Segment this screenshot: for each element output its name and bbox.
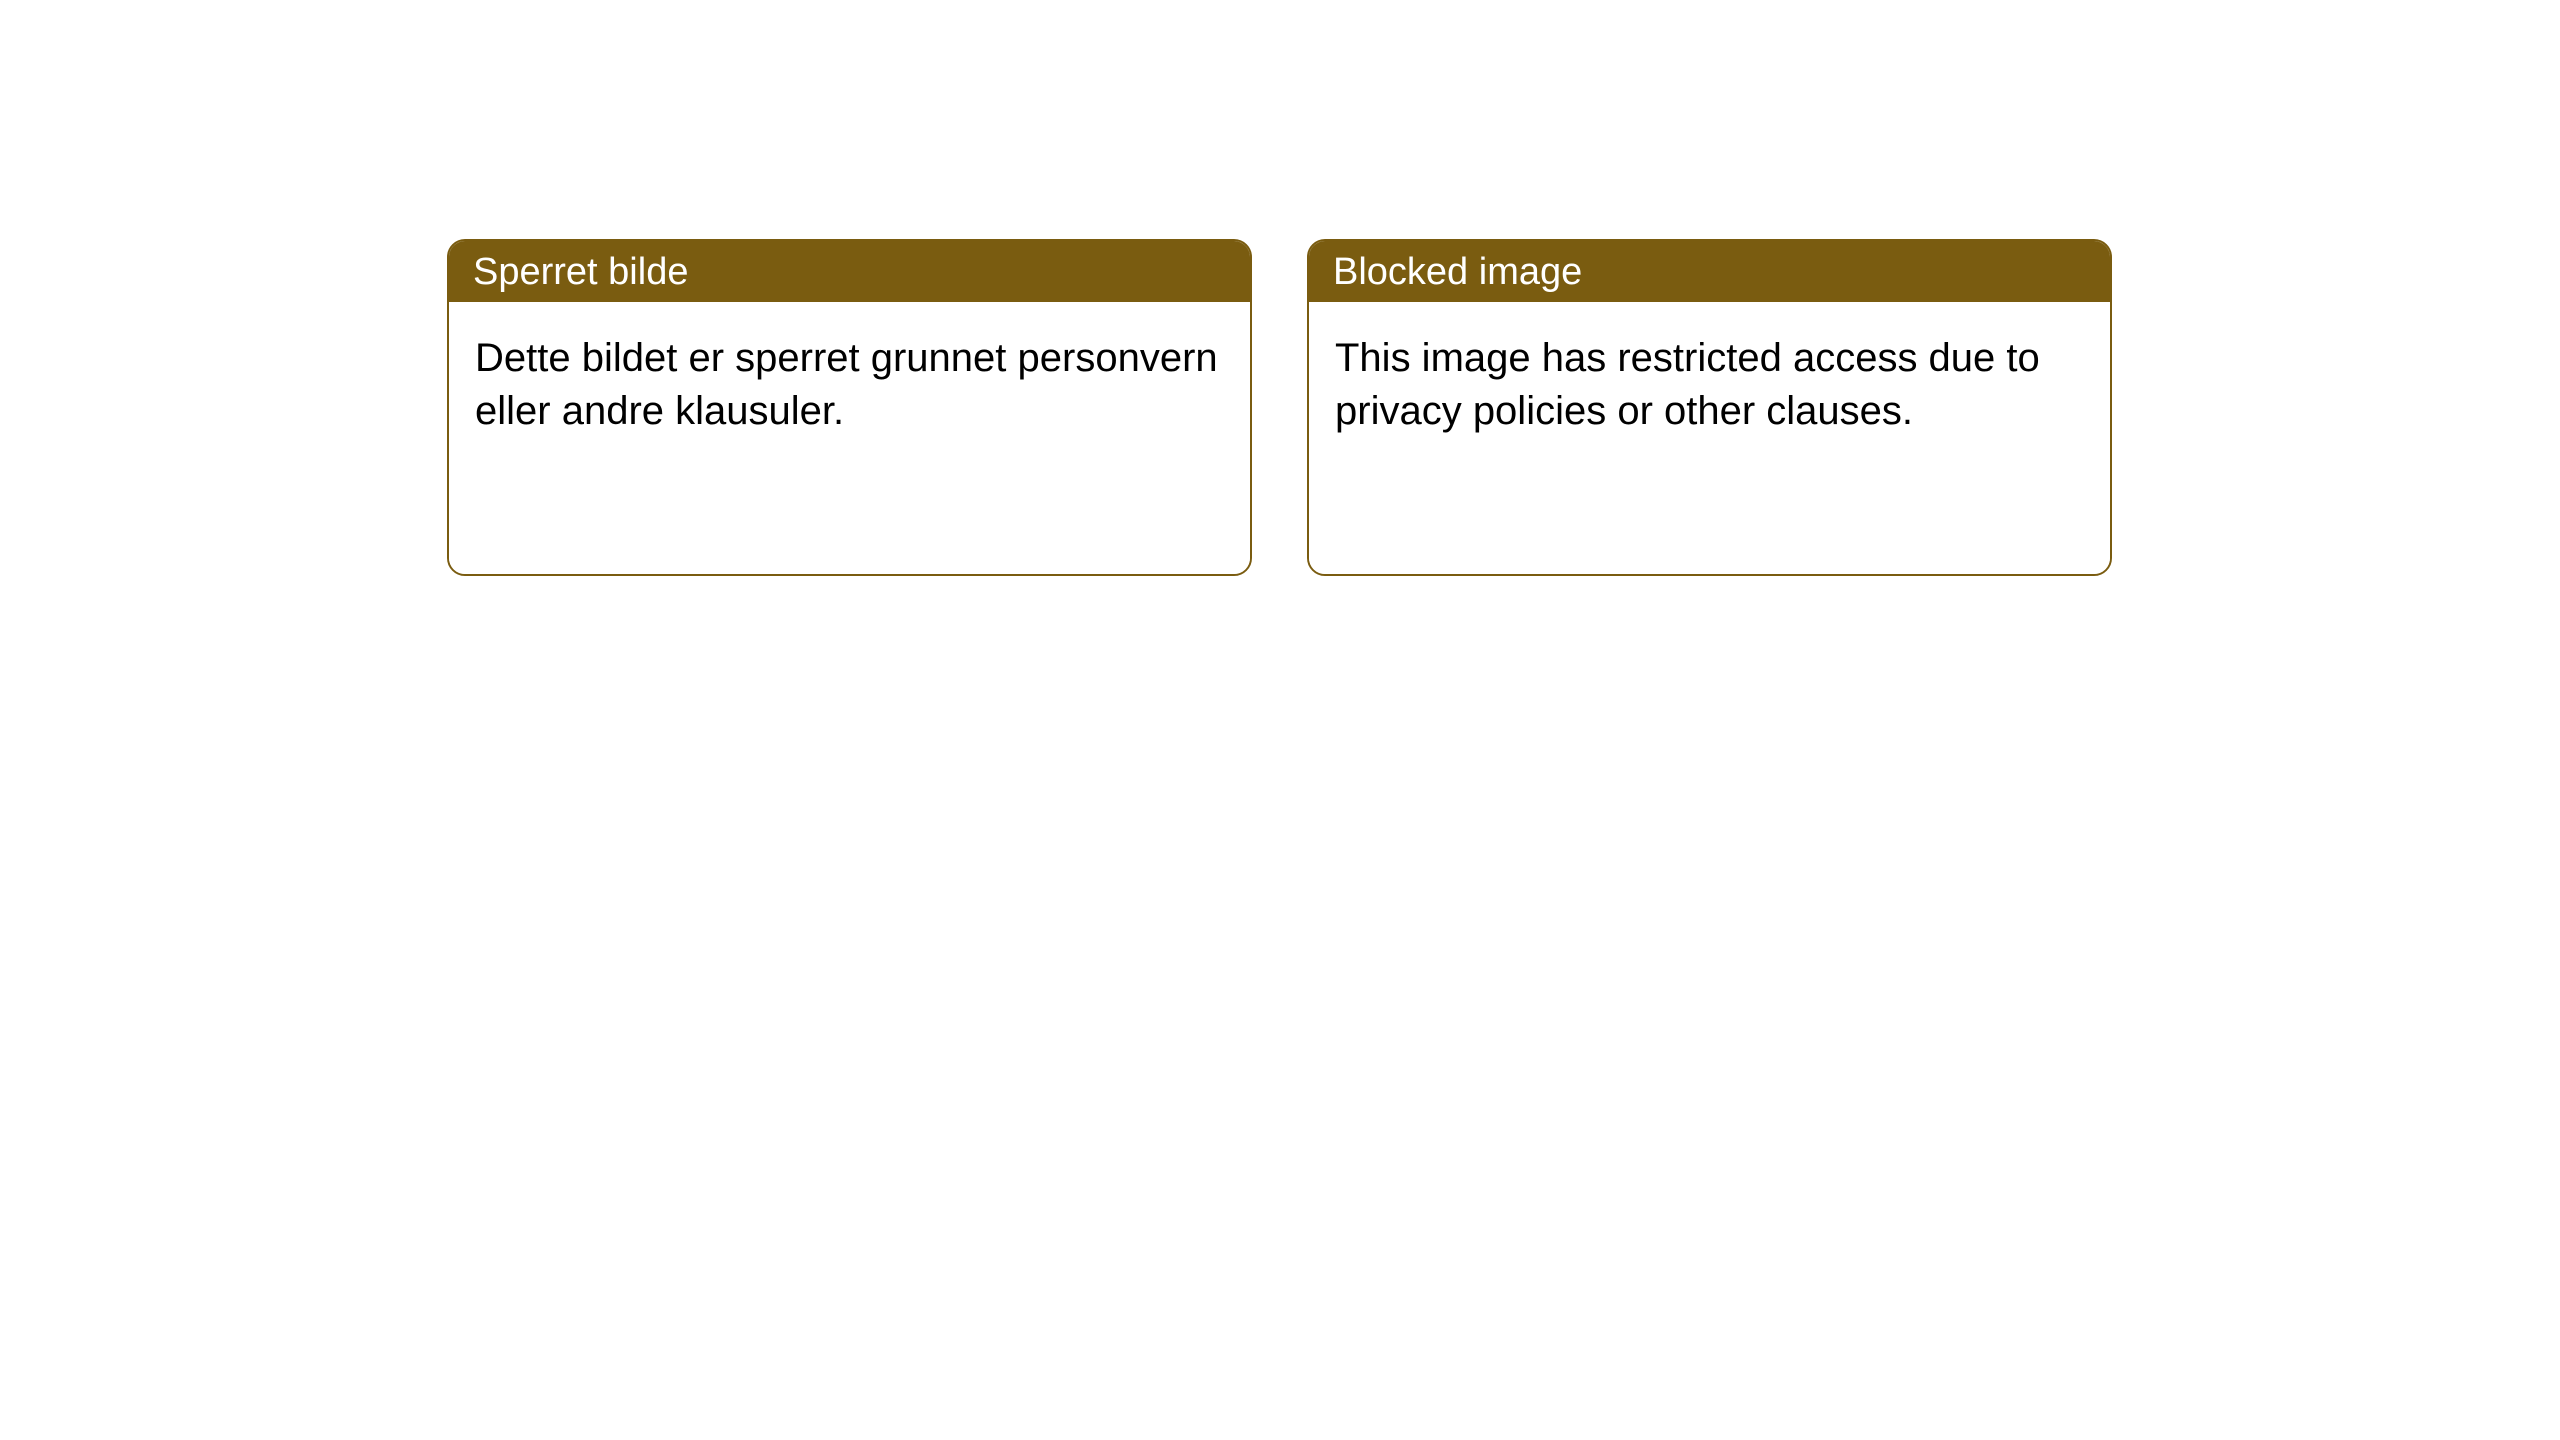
card-title-en: Blocked image bbox=[1309, 241, 2110, 302]
page-stage: Sperret bilde Dette bildet er sperret gr… bbox=[0, 0, 2560, 1440]
blocked-image-card-en: Blocked image This image has restricted … bbox=[1307, 239, 2112, 576]
card-body-no: Dette bildet er sperret grunnet personve… bbox=[449, 302, 1250, 574]
blocked-image-card-no: Sperret bilde Dette bildet er sperret gr… bbox=[447, 239, 1252, 576]
card-body-text-no: Dette bildet er sperret grunnet personve… bbox=[475, 332, 1224, 438]
card-body-text-en: This image has restricted access due to … bbox=[1335, 332, 2084, 438]
card-body-en: This image has restricted access due to … bbox=[1309, 302, 2110, 574]
card-title-no: Sperret bilde bbox=[449, 241, 1250, 302]
cards-row: Sperret bilde Dette bildet er sperret gr… bbox=[447, 239, 2112, 576]
